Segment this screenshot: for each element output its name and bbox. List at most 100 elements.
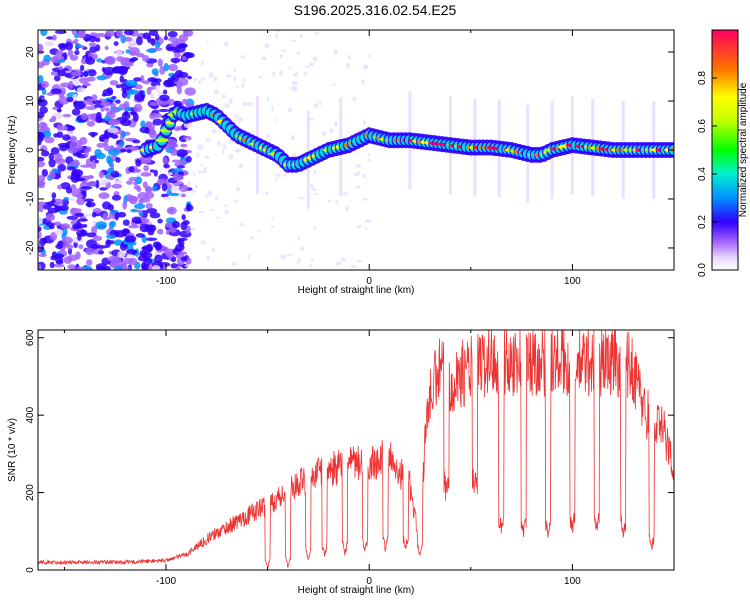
noise-blob [109, 145, 115, 149]
noise-blob [224, 42, 230, 46]
spectrogram-xtick-label: 100 [564, 276, 581, 287]
snr-ytick-label: 600 [25, 329, 36, 346]
noise-blob [211, 128, 216, 134]
noise-blob [353, 172, 359, 177]
noise-blob [86, 146, 92, 153]
noise-blob [145, 203, 153, 209]
noise-blob [111, 183, 123, 189]
noise-blob [161, 183, 168, 192]
noise-blob [160, 193, 169, 198]
noise-blob [185, 137, 189, 143]
noise-blob [215, 216, 220, 220]
noise-blob [157, 228, 164, 235]
colorbar-tick-label: 0.4 [697, 167, 708, 181]
noise-blob [38, 121, 47, 131]
noise-blob [127, 89, 139, 95]
noise-blob [144, 127, 150, 134]
noise-blob [145, 237, 158, 242]
noise-blob [334, 121, 338, 128]
colorbar-tick-label: 0.0 [697, 263, 708, 277]
noise-blob [228, 98, 234, 105]
noise-blob [130, 208, 139, 213]
noise-blob [44, 41, 55, 47]
noise-blob [197, 80, 202, 85]
noise-blob [175, 81, 183, 89]
noise-blob [163, 63, 169, 72]
noise-blob [163, 163, 170, 168]
noise-blob [361, 78, 365, 85]
noise-blob [59, 144, 68, 152]
noise-blob [298, 197, 303, 200]
noise-blob [133, 185, 141, 190]
noise-blob [247, 101, 253, 107]
noise-blob [357, 260, 363, 263]
noise-blob [162, 89, 168, 95]
noise-blob [167, 37, 179, 42]
noise-blob [233, 67, 236, 72]
noise-blob [264, 44, 271, 48]
noise-blob [166, 172, 173, 176]
noise-blob [98, 182, 108, 186]
noise-blob [129, 195, 138, 205]
noise-blob [128, 257, 138, 266]
noise-blob [344, 206, 350, 212]
spectrogram-xlabel: Height of straight line (km) [298, 285, 415, 296]
noise-blob [130, 111, 138, 116]
noise-blob [175, 266, 181, 270]
noise-blob [165, 138, 177, 148]
noise-blob [70, 208, 82, 213]
noise-blob [57, 163, 67, 172]
noise-blob [162, 156, 168, 165]
noise-blob [211, 247, 216, 253]
noise-blob [314, 31, 319, 36]
noise-blob [107, 167, 115, 173]
noise-blob [134, 168, 142, 173]
noise-blob [363, 119, 366, 126]
noise-blob [274, 118, 277, 122]
noise-blob [69, 197, 75, 201]
noise-blob [181, 193, 186, 198]
noise-blob [95, 179, 100, 189]
noise-blob [38, 134, 44, 143]
noise-blob [148, 101, 158, 107]
noise-blob [66, 244, 74, 250]
noise-blob [96, 58, 103, 63]
noise-blob [65, 186, 73, 194]
noise-blob [62, 68, 69, 72]
colorbar-gradient [712, 30, 738, 270]
noise-blob [145, 185, 152, 194]
noise-blob [50, 88, 62, 95]
noise-blob [115, 157, 121, 163]
noise-blob [191, 189, 197, 193]
noise-blob [141, 246, 147, 250]
noise-blob [100, 179, 111, 184]
noise-blob [85, 247, 95, 256]
noise-blob [57, 43, 68, 49]
noise-blob [171, 220, 181, 229]
noise-blob [194, 184, 199, 189]
noise-blob [125, 249, 138, 255]
noise-blob [38, 156, 45, 162]
noise-blob [329, 128, 334, 134]
noise-blob [55, 50, 64, 56]
noise-blob [200, 163, 204, 167]
spectrogram-xtick-label: 0 [366, 276, 372, 287]
noise-blob [49, 261, 55, 269]
noise-blob [105, 30, 115, 37]
noise-blob [147, 35, 152, 43]
noise-blob [137, 192, 149, 200]
noise-blob [142, 80, 151, 85]
noise-blob [235, 148, 239, 153]
noise-blob [205, 194, 210, 198]
noise-blob [89, 155, 95, 163]
noise-blob [170, 148, 178, 156]
noise-blob [117, 65, 129, 74]
noise-blob [75, 220, 82, 230]
noise-blob [286, 253, 292, 257]
noise-blob [109, 80, 119, 86]
noise-blob [181, 214, 186, 221]
noise-blob [88, 42, 97, 47]
snr-frame [37, 329, 675, 571]
noise-blob [292, 80, 298, 86]
